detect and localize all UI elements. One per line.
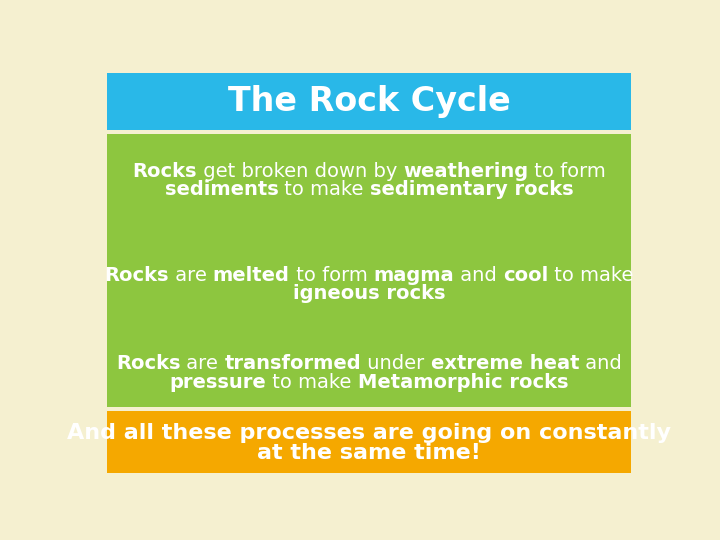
Text: at the same time!: at the same time!	[257, 443, 481, 463]
Bar	[107, 134, 631, 408]
Text: magma: magma	[374, 266, 454, 285]
Text: and: and	[580, 354, 622, 373]
Text: to form: to form	[528, 161, 606, 180]
Text: to make: to make	[278, 180, 370, 199]
Text: transformed: transformed	[225, 354, 361, 373]
Text: weathering: weathering	[403, 161, 528, 180]
Text: extreme heat: extreme heat	[431, 354, 580, 373]
Text: and: and	[454, 266, 503, 285]
Text: under: under	[361, 354, 431, 373]
Text: And all these processes are going on constantly: And all these processes are going on con…	[67, 423, 671, 443]
Text: Rocks: Rocks	[116, 354, 181, 373]
Text: get broken down by: get broken down by	[197, 161, 403, 180]
Text: igneous rocks: igneous rocks	[293, 284, 445, 303]
Text: Metamorphic rocks: Metamorphic rocks	[358, 373, 568, 392]
Text: cool: cool	[503, 266, 549, 285]
Text: sedimentary rocks: sedimentary rocks	[370, 180, 574, 199]
Bar	[107, 411, 631, 473]
Text: melted: melted	[212, 266, 289, 285]
Text: to form: to form	[289, 266, 374, 285]
Text: sediments: sediments	[164, 180, 278, 199]
Bar	[107, 72, 631, 130]
Text: are: are	[168, 266, 212, 285]
Text: pressure: pressure	[170, 373, 266, 392]
Text: Rocks: Rocks	[132, 161, 197, 180]
Text: Rocks: Rocks	[104, 266, 168, 285]
Text: The Rock Cycle: The Rock Cycle	[228, 85, 510, 118]
Text: to make: to make	[549, 266, 634, 285]
Text: are: are	[181, 354, 225, 373]
Text: to make: to make	[266, 373, 358, 392]
